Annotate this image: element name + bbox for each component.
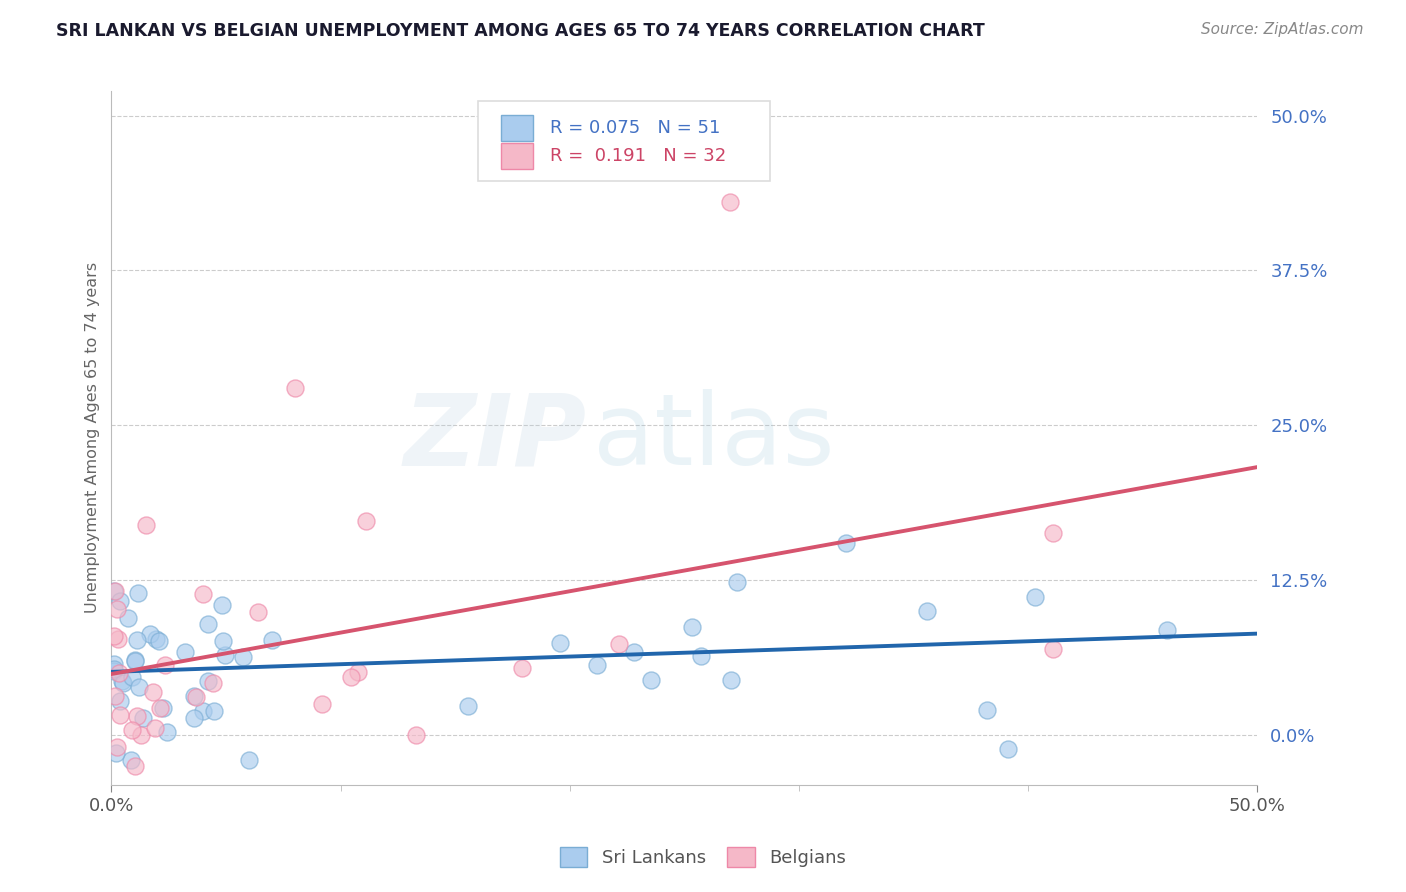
Point bbox=[640, 673, 662, 687]
Point bbox=[212, 634, 235, 648]
Point bbox=[917, 604, 939, 618]
Point bbox=[152, 700, 174, 714]
Point bbox=[607, 637, 630, 651]
Point bbox=[105, 602, 128, 616]
Point bbox=[124, 654, 146, 668]
Point bbox=[120, 753, 142, 767]
Point bbox=[1024, 590, 1046, 604]
Point bbox=[103, 629, 125, 643]
Point bbox=[718, 195, 741, 210]
Point bbox=[145, 632, 167, 647]
Point bbox=[201, 676, 224, 690]
Point bbox=[405, 728, 427, 742]
Point bbox=[211, 598, 233, 612]
Point bbox=[107, 632, 129, 646]
Point bbox=[1156, 623, 1178, 637]
FancyBboxPatch shape bbox=[501, 143, 533, 169]
Point bbox=[103, 584, 125, 599]
Point bbox=[720, 673, 742, 687]
Point bbox=[197, 673, 219, 688]
Point bbox=[184, 690, 207, 705]
Point bbox=[623, 645, 645, 659]
Text: R = 0.075   N = 51: R = 0.075 N = 51 bbox=[550, 120, 721, 137]
Point bbox=[153, 657, 176, 672]
Point bbox=[1042, 525, 1064, 540]
Point bbox=[311, 697, 333, 711]
Point bbox=[174, 645, 197, 659]
Point bbox=[149, 701, 172, 715]
Point bbox=[110, 694, 132, 708]
Point bbox=[124, 653, 146, 667]
Point bbox=[550, 636, 572, 650]
FancyBboxPatch shape bbox=[478, 101, 770, 181]
Point bbox=[586, 657, 609, 672]
Point bbox=[139, 627, 162, 641]
Point bbox=[183, 689, 205, 703]
Point bbox=[128, 680, 150, 694]
Point bbox=[121, 723, 143, 737]
Point bbox=[725, 575, 748, 590]
Point bbox=[262, 632, 284, 647]
Point bbox=[354, 514, 377, 528]
Text: Source: ZipAtlas.com: Source: ZipAtlas.com bbox=[1201, 22, 1364, 37]
Point bbox=[232, 649, 254, 664]
Point bbox=[510, 661, 533, 675]
Point bbox=[142, 685, 165, 699]
Point bbox=[238, 753, 260, 767]
Point bbox=[105, 740, 128, 755]
Text: SRI LANKAN VS BELGIAN UNEMPLOYMENT AMONG AGES 65 TO 74 YEARS CORRELATION CHART: SRI LANKAN VS BELGIAN UNEMPLOYMENT AMONG… bbox=[56, 22, 986, 40]
Point bbox=[1042, 641, 1064, 656]
Text: R =  0.191   N = 32: R = 0.191 N = 32 bbox=[550, 147, 727, 165]
Point bbox=[132, 711, 155, 725]
Point bbox=[107, 665, 129, 680]
Point bbox=[976, 703, 998, 717]
Point bbox=[108, 593, 131, 607]
Point bbox=[193, 704, 215, 718]
Point bbox=[247, 605, 270, 619]
Point bbox=[135, 517, 157, 532]
Point bbox=[835, 536, 858, 550]
Point bbox=[111, 673, 134, 688]
Point bbox=[104, 583, 127, 598]
Legend: Sri Lankans, Belgians: Sri Lankans, Belgians bbox=[553, 839, 853, 874]
Point bbox=[284, 381, 307, 395]
Point bbox=[105, 746, 128, 760]
Text: ZIP: ZIP bbox=[404, 389, 586, 486]
Point bbox=[104, 689, 127, 703]
Point bbox=[127, 586, 149, 600]
Point bbox=[121, 670, 143, 684]
Point bbox=[997, 742, 1019, 756]
Y-axis label: Unemployment Among Ages 65 to 74 years: Unemployment Among Ages 65 to 74 years bbox=[86, 262, 100, 614]
Point bbox=[204, 705, 226, 719]
Point bbox=[681, 620, 703, 634]
Point bbox=[129, 728, 152, 742]
Point bbox=[110, 708, 132, 723]
Point bbox=[197, 617, 219, 632]
Point bbox=[148, 634, 170, 648]
Point bbox=[347, 665, 370, 680]
Point bbox=[112, 675, 135, 690]
Point bbox=[103, 657, 125, 672]
Text: atlas: atlas bbox=[592, 389, 834, 486]
Point bbox=[125, 632, 148, 647]
Point bbox=[156, 725, 179, 739]
Point bbox=[457, 698, 479, 713]
Point bbox=[690, 649, 713, 664]
Point bbox=[191, 587, 214, 601]
Point bbox=[340, 670, 363, 684]
Point bbox=[103, 664, 125, 678]
Point bbox=[183, 711, 205, 725]
FancyBboxPatch shape bbox=[501, 115, 533, 142]
Point bbox=[127, 708, 149, 723]
Point bbox=[214, 648, 236, 663]
Point bbox=[143, 721, 166, 735]
Point bbox=[117, 611, 139, 625]
Point bbox=[124, 759, 146, 773]
Point bbox=[103, 662, 125, 676]
